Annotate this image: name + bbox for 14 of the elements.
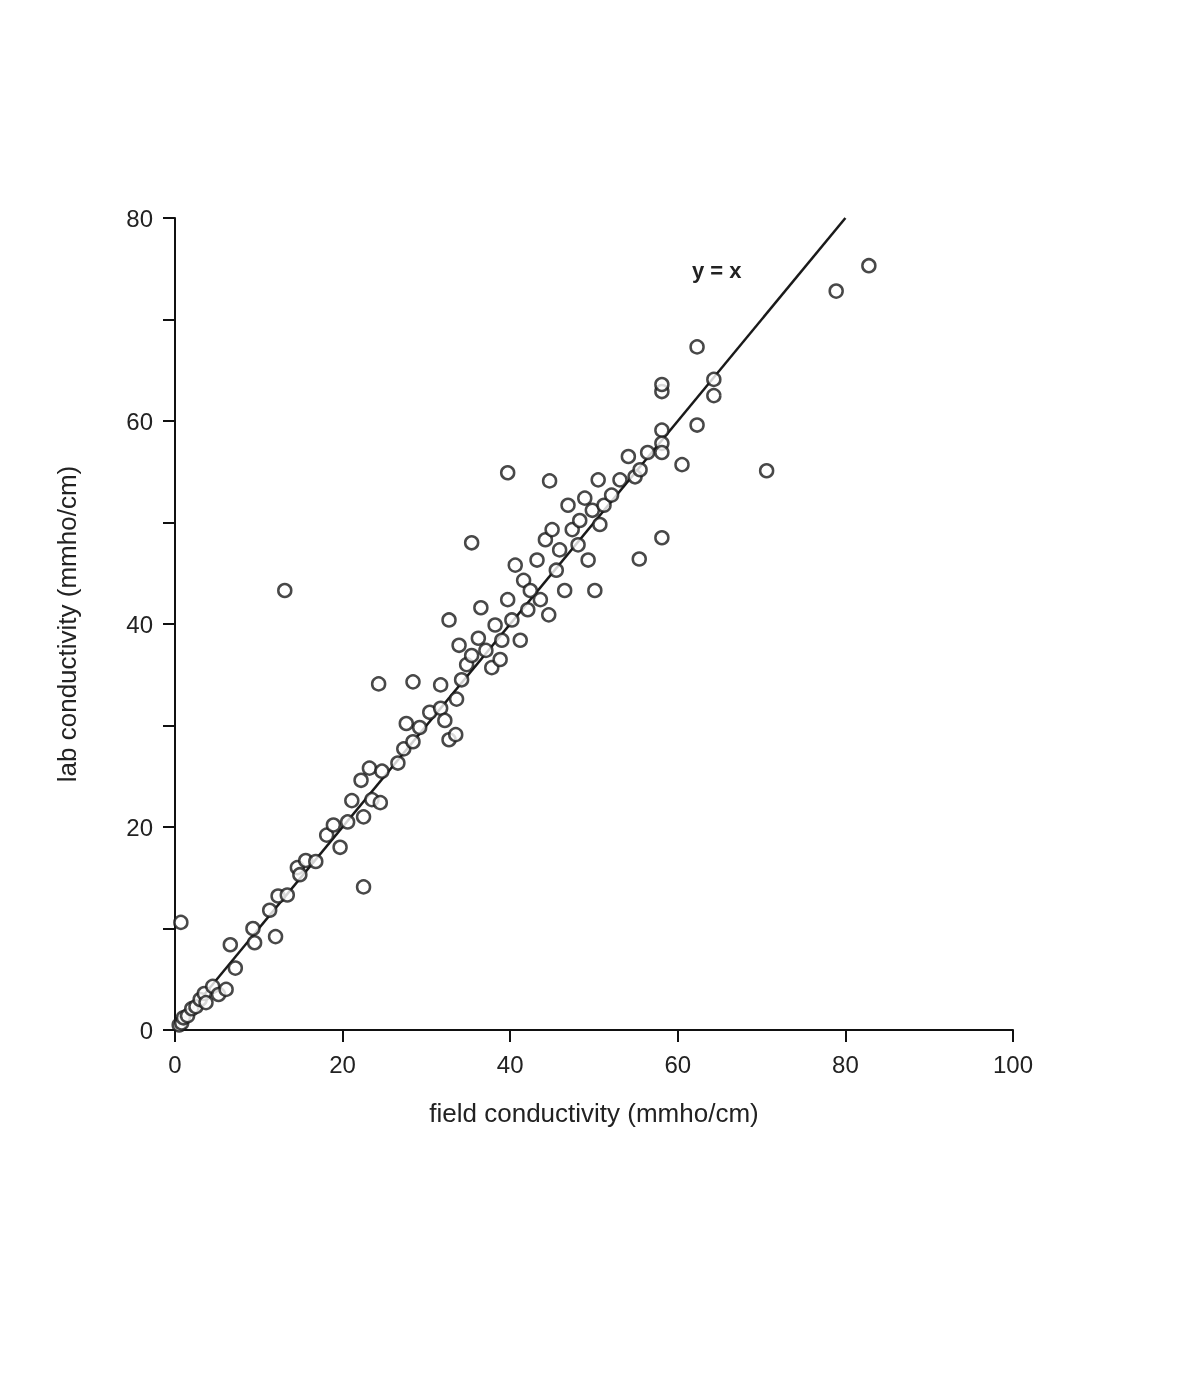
x-tick-label: 40	[496, 1050, 524, 1078]
y-tick-label: 20	[126, 813, 153, 841]
y-tick-label: 60	[126, 407, 153, 435]
x-tick-label: 80	[832, 1050, 859, 1078]
x-tick-label: 60	[664, 1050, 692, 1078]
x-axis-title: field conductivity (mmho/cm)	[429, 1098, 759, 1128]
y-axis-title: lab conductivity (mmho/cm)	[52, 465, 82, 783]
x-tick-label: 100	[992, 1050, 1034, 1078]
x-tick-label: 0	[168, 1050, 182, 1078]
annotation: y = x	[692, 257, 743, 283]
y-tick-label: 40	[126, 610, 153, 638]
y-tick-label: 0	[139, 1016, 153, 1044]
x-tick-label: 20	[329, 1050, 356, 1078]
y-tick-label: 80	[126, 204, 153, 232]
